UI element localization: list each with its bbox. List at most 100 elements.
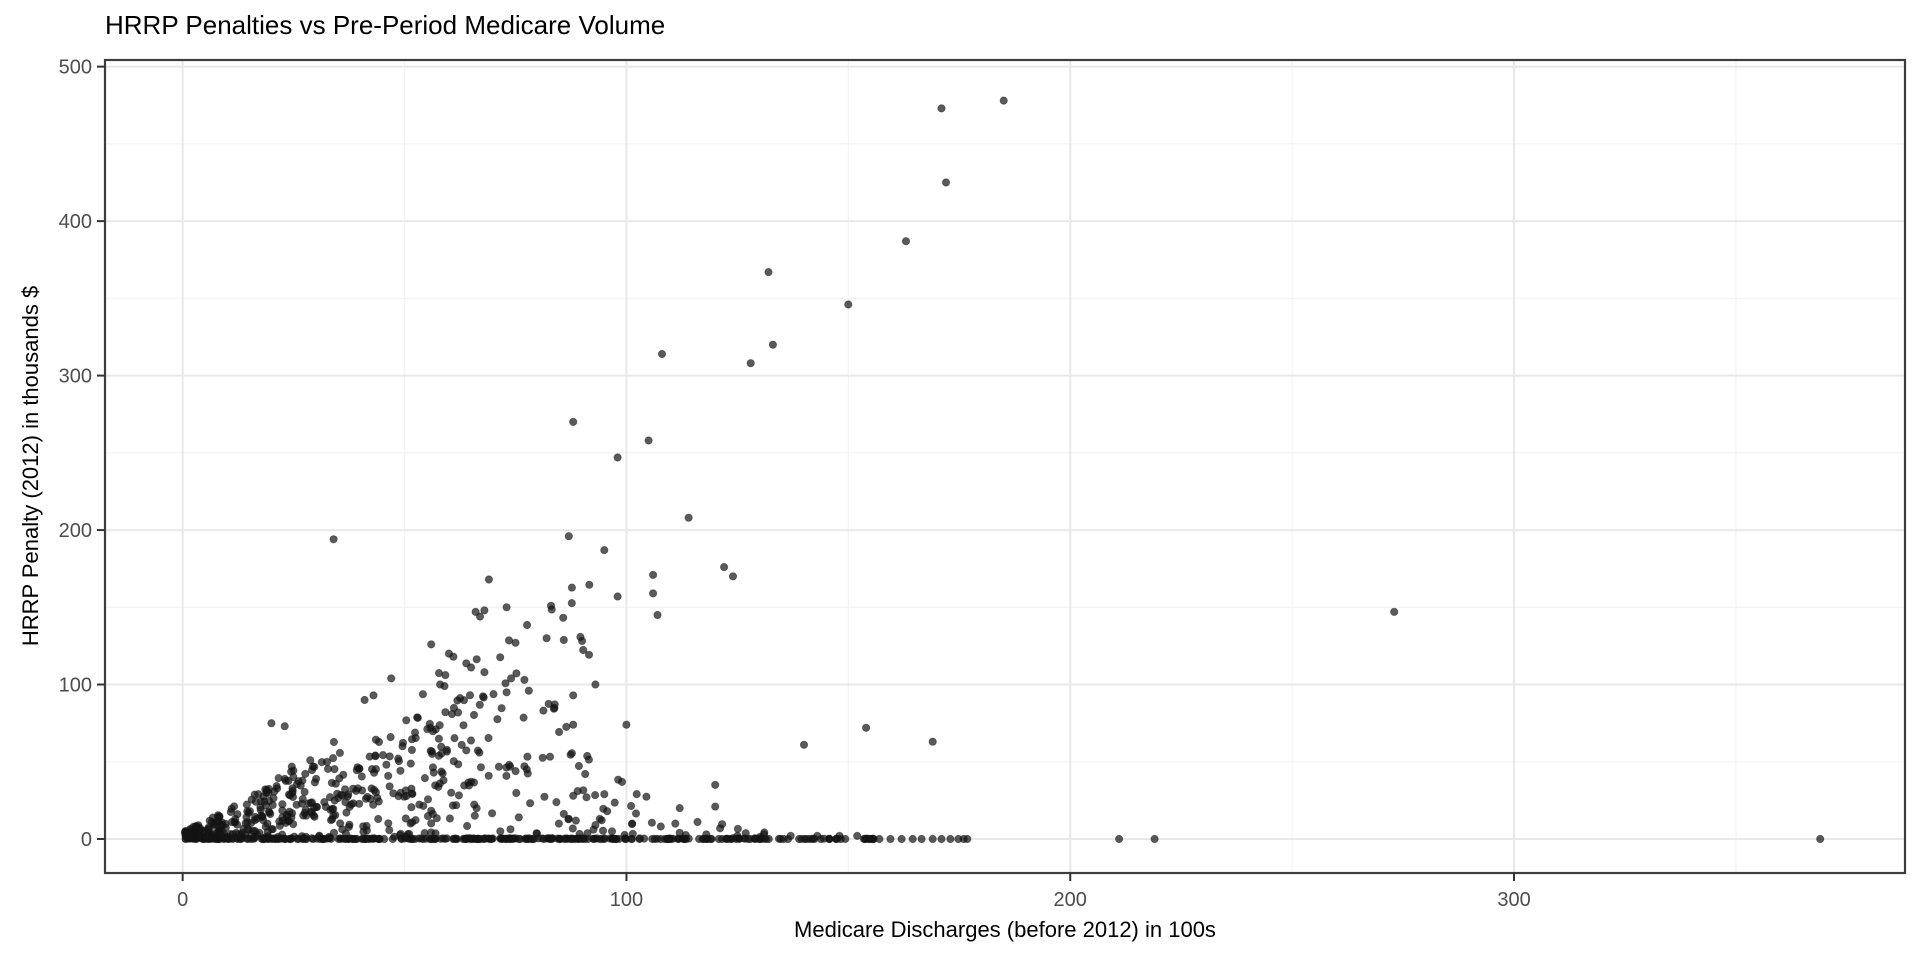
data-point	[620, 830, 629, 840]
x-tick-label-300: 300	[1497, 889, 1530, 911]
y-tick-label-500: 500	[59, 57, 92, 79]
data-point	[278, 830, 287, 839]
data-point	[520, 762, 529, 771]
data-point	[402, 716, 411, 725]
data-point	[317, 757, 326, 767]
data-point	[675, 803, 684, 813]
data-point	[478, 692, 488, 701]
data-point	[501, 834, 510, 843]
data-point	[582, 793, 591, 802]
data-point	[427, 819, 436, 828]
data-point	[585, 580, 594, 589]
data-point	[600, 790, 609, 799]
data-point	[508, 834, 517, 844]
data-point	[941, 178, 951, 187]
data-point	[272, 781, 281, 791]
data-point	[693, 817, 702, 827]
data-point	[591, 820, 600, 830]
data-point	[1816, 834, 1825, 844]
data-point	[466, 663, 476, 672]
data-point	[764, 834, 773, 844]
data-point	[374, 814, 383, 824]
data-point	[505, 760, 514, 770]
data-point	[928, 834, 937, 844]
data-point	[464, 834, 473, 843]
data-point	[335, 774, 344, 783]
data-point	[435, 721, 444, 730]
data-point	[418, 690, 427, 699]
data-point	[244, 808, 253, 818]
data-point	[648, 570, 658, 580]
data-point	[707, 834, 716, 844]
data-point	[278, 813, 287, 822]
data-point	[369, 691, 378, 700]
data-point	[264, 831, 273, 841]
data-point	[328, 753, 338, 763]
data-point	[576, 632, 585, 642]
data-point	[437, 767, 446, 776]
y-axis-title: HRRP Penalty (2012) in thousands $	[18, 286, 43, 646]
data-point	[329, 737, 338, 747]
data-point	[584, 650, 594, 659]
data-point	[371, 764, 381, 774]
data-point	[600, 834, 609, 844]
data-point	[338, 825, 347, 834]
data-point	[342, 808, 351, 817]
data-point	[323, 764, 333, 774]
data-point	[768, 340, 778, 349]
data-point	[307, 808, 316, 817]
data-point	[648, 589, 658, 598]
data-point	[244, 825, 253, 834]
data-point	[859, 834, 869, 844]
data-point	[484, 575, 493, 584]
data-point	[764, 267, 773, 277]
data-point	[825, 834, 834, 843]
data-point	[656, 822, 665, 831]
data-point	[344, 822, 353, 832]
data-point	[746, 359, 755, 368]
data-point	[897, 834, 906, 844]
data-point	[549, 704, 559, 713]
data-point	[844, 300, 853, 309]
data-point	[600, 545, 609, 555]
data-point	[349, 799, 358, 808]
data-point	[610, 834, 619, 843]
data-point	[320, 797, 329, 807]
data-point	[581, 769, 590, 779]
data-point	[631, 809, 641, 818]
data-point	[191, 822, 200, 831]
data-point	[371, 752, 380, 761]
data-point	[719, 562, 729, 572]
data-point	[813, 831, 822, 841]
data-point	[1390, 607, 1399, 617]
data-point	[875, 834, 884, 844]
data-point	[644, 436, 653, 445]
data-point	[653, 610, 662, 620]
data-point	[426, 828, 436, 837]
data-point	[733, 824, 743, 834]
data-point	[946, 834, 955, 844]
data-point	[336, 790, 346, 799]
data-point	[802, 834, 811, 844]
data-point	[462, 659, 471, 668]
y-tick-label-300: 300	[59, 366, 92, 388]
data-point	[571, 816, 581, 825]
data-point	[613, 592, 622, 601]
data-point	[583, 829, 592, 838]
data-point	[506, 674, 516, 683]
data-point	[714, 834, 723, 844]
data-point	[390, 832, 399, 841]
data-point	[396, 766, 405, 775]
data-point	[466, 736, 476, 745]
data-point	[374, 737, 384, 747]
data-point	[199, 826, 208, 836]
data-point	[413, 713, 422, 723]
data-point	[497, 704, 506, 713]
data-point	[251, 797, 260, 806]
data-point	[352, 766, 361, 775]
data-point	[218, 827, 227, 836]
data-point	[410, 728, 420, 737]
x-tick-label-0: 0	[177, 889, 188, 911]
data-point	[407, 803, 416, 812]
data-point	[290, 832, 299, 841]
